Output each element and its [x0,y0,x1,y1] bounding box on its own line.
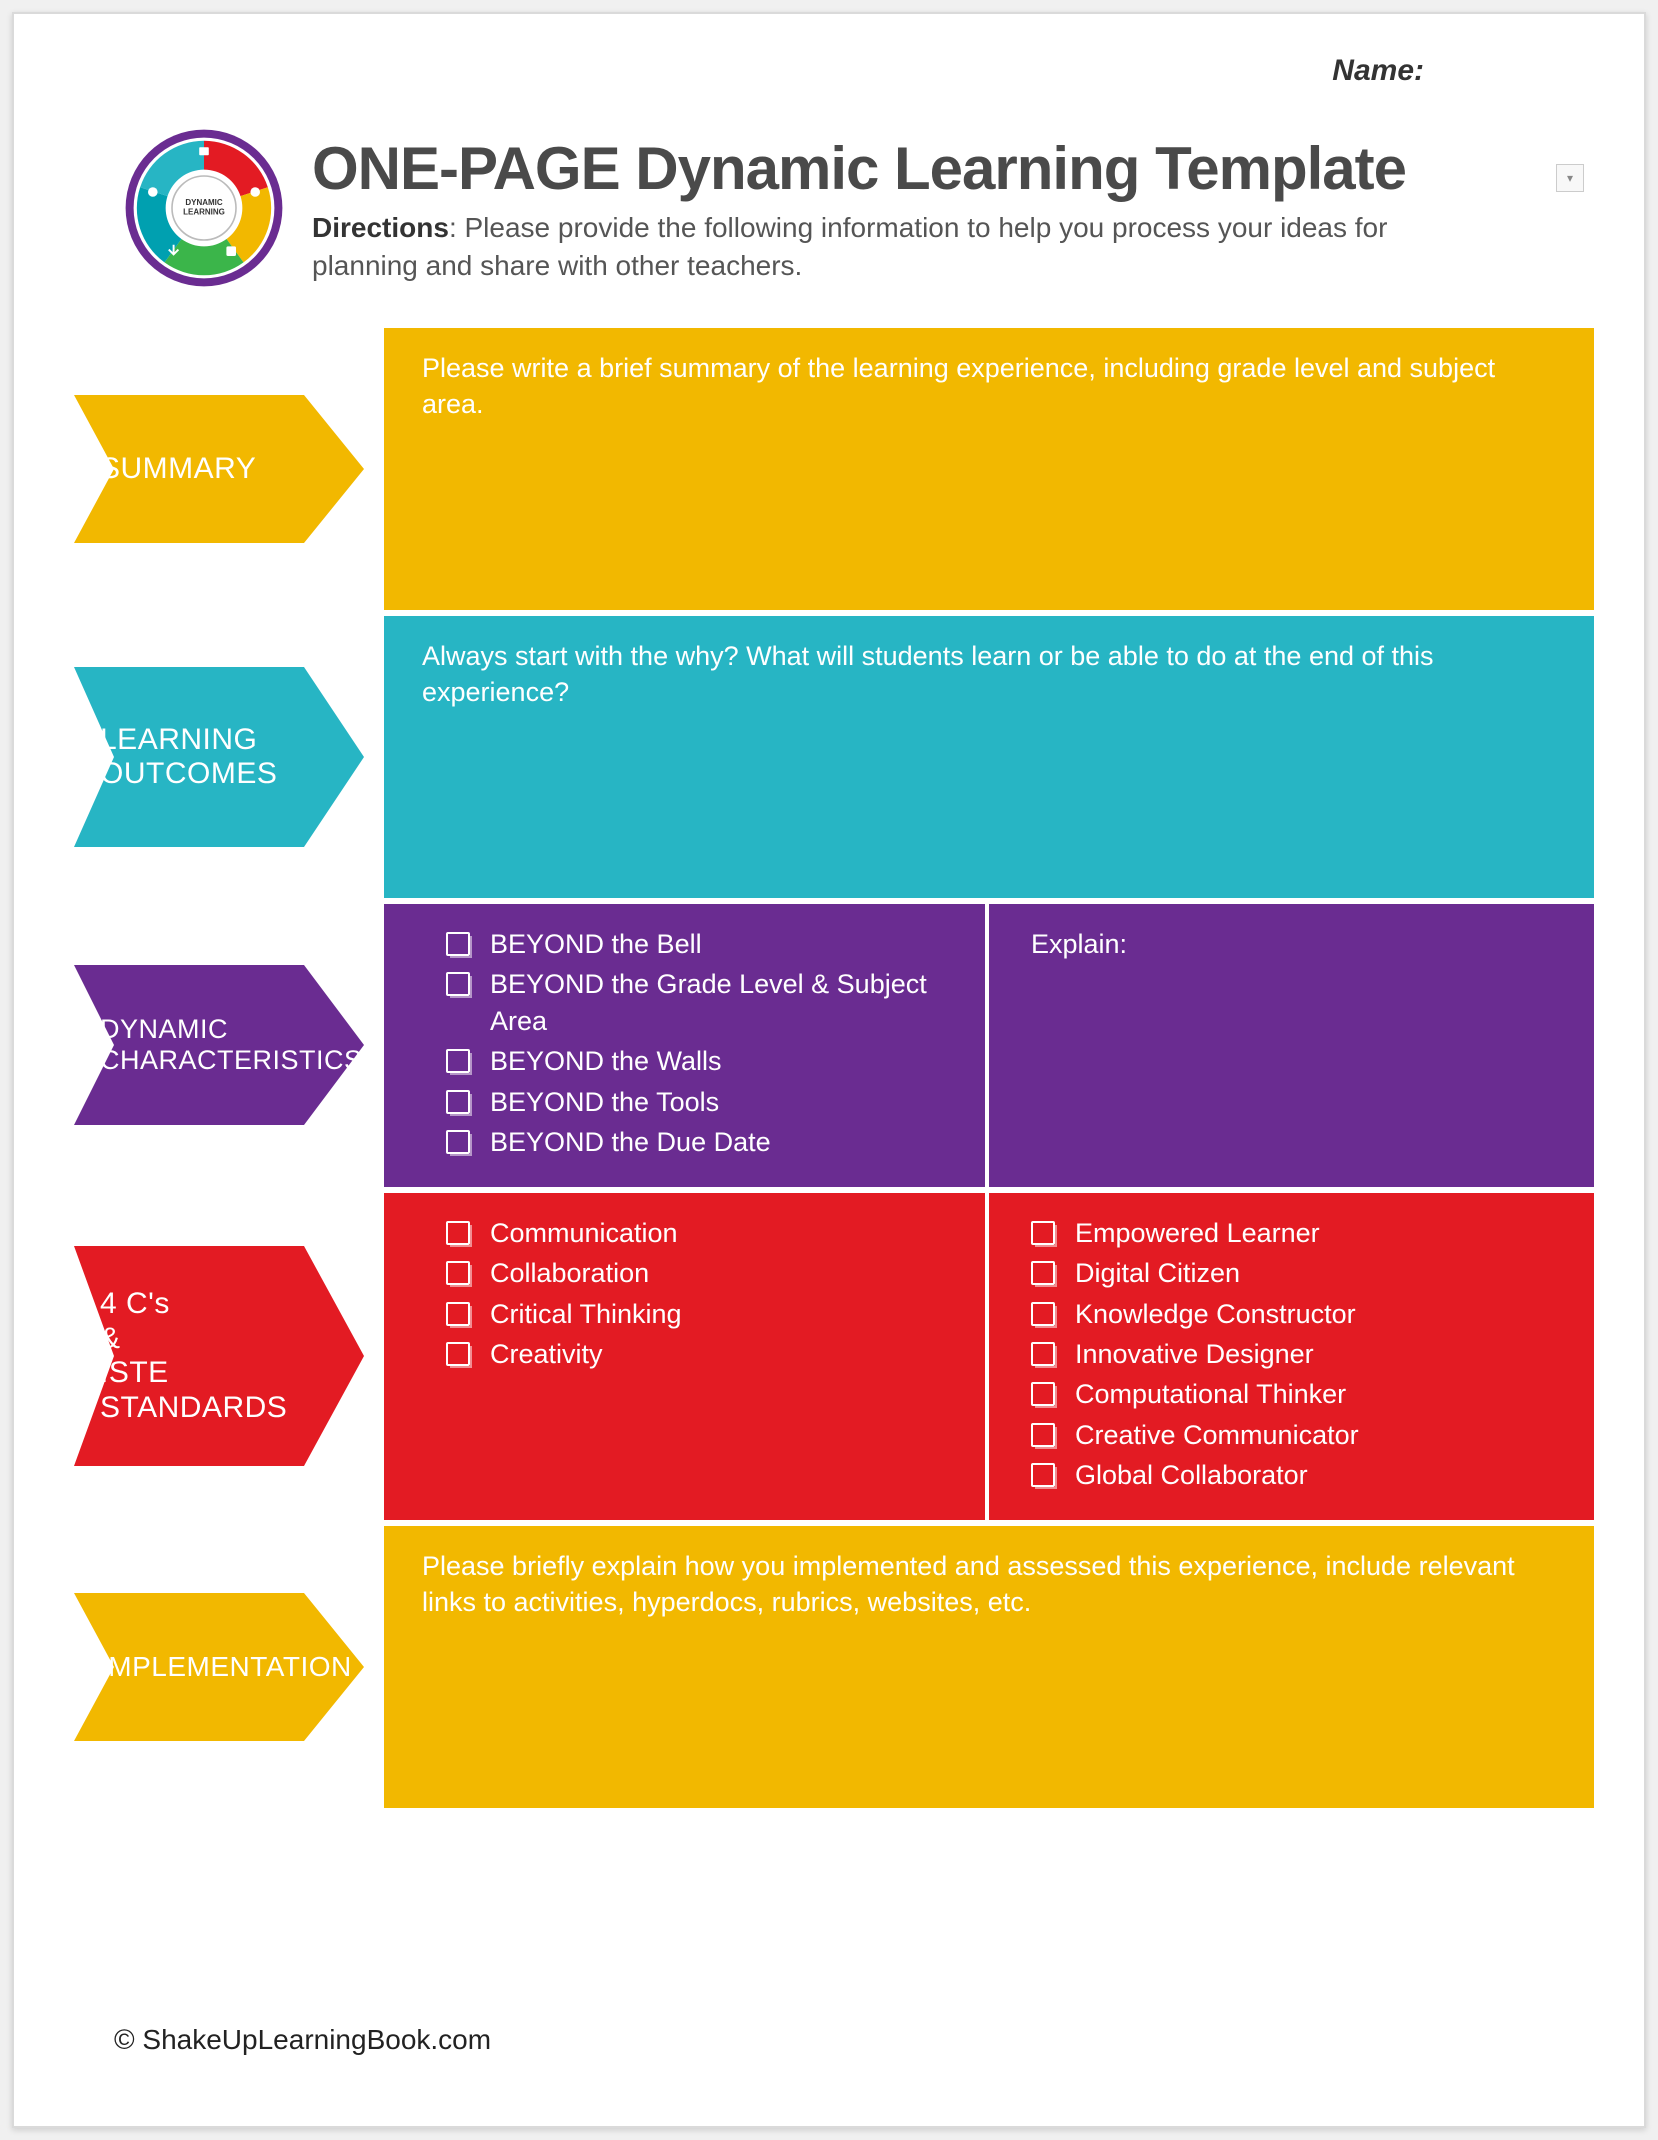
checklist-item[interactable]: Computational Thinker [1031,1376,1564,1412]
page-title: ONE-PAGE Dynamic Learning Template [312,134,1594,203]
checklist-item[interactable]: Digital Citizen [1031,1255,1564,1291]
section-arrow-summary: SUMMARY [74,395,364,543]
name-field-label: Name: [64,54,1594,88]
footer-copyright: © ShakeUpLearningBook.com [114,2024,491,2056]
page: ▾ Name: DYNAMIC LEARNING [12,12,1646,2128]
checklist: Communication Collaboration Critical Think… [446,1215,955,1373]
section-label: LEARNING OUTCOMES [100,723,277,792]
checklist-item[interactable]: BEYOND the Grade Level & Subject Area [446,966,955,1039]
directions-label: Directions [312,212,449,243]
section-arrow-fourcs: 4 C's & ISTE STANDARDS [74,1246,364,1466]
svg-text:DYNAMIC: DYNAMIC [185,198,223,207]
section-label: SUMMARY [100,452,256,487]
section-content-outcomes: Always start with the why? What will stu… [384,616,1594,898]
section-arrow-implementation: IMPLEMENTATION [74,1593,364,1741]
section-dynamic: DYNAMIC CHARACTERISTICSBEYOND the BellBE… [74,904,1594,1187]
directions: Directions: Please provide the following… [312,209,1492,285]
checklist-item[interactable]: Creative Communicator [1031,1417,1564,1453]
dropdown-caret-icon[interactable]: ▾ [1556,164,1584,192]
header-text: ONE-PAGE Dynamic Learning Template Direc… [312,128,1594,285]
section-outcomes: LEARNING OUTCOMES Always start with the w… [74,616,1594,898]
section-body[interactable]: Please write a brief summary of the lear… [384,328,1594,610]
section-arrow-dynamic: DYNAMIC CHARACTERISTICS [74,965,364,1125]
checklist-item[interactable]: Creativity [446,1336,955,1372]
section-content-fourcs: Communication Collaboration Critical Think… [384,1193,1594,1520]
section-fourcs: 4 C's & ISTE STANDARDS Communication Colla… [74,1193,1594,1520]
section-summary: SUMMARY Please write a brief summary of t… [74,328,1594,610]
arrow-column: 4 C's & ISTE STANDARDS [74,1193,384,1520]
checklist-item[interactable]: Empowered Learner [1031,1215,1564,1251]
section-label: 4 C's & ISTE STANDARDS [100,1287,287,1425]
section-content-dynamic: BEYOND the Bell BEYOND the Grade Level & … [384,904,1594,1187]
section-left-column: Communication Collaboration Critical Think… [384,1193,989,1520]
checklist: BEYOND the Bell BEYOND the Grade Level & … [446,926,955,1161]
checklist-item[interactable]: BEYOND the Walls [446,1043,955,1079]
checklist-item[interactable]: Collaboration [446,1255,955,1291]
arrow-column: SUMMARY [74,328,384,610]
checklist-item[interactable]: Innovative Designer [1031,1336,1564,1372]
section-body[interactable]: Always start with the why? What will stu… [384,616,1594,898]
section-label: IMPLEMENTATION [100,1651,352,1683]
arrow-column: LEARNING OUTCOMES [74,616,384,898]
section-body[interactable]: Please briefly explain how you implement… [384,1526,1594,1808]
dynamic-learning-logo: DYNAMIC LEARNING [124,128,284,288]
checklist-item[interactable]: Communication [446,1215,955,1251]
section-label: DYNAMIC CHARACTERISTICS [100,1014,363,1076]
section-right-column: Empowered Learner Digital Citizen Knowledg… [989,1193,1594,1520]
section-implementation: IMPLEMENTATION Please briefly explain how… [74,1526,1594,1808]
section-arrow-outcomes: LEARNING OUTCOMES [74,667,364,847]
section-content-summary: Please write a brief summary of the lear… [384,328,1594,610]
checklist-item[interactable]: Global Collaborator [1031,1457,1564,1493]
section-content-implementation: Please briefly explain how you implement… [384,1526,1594,1808]
section-left-column: BEYOND the Bell BEYOND the Grade Level & … [384,904,989,1187]
checklist-item[interactable]: Critical Thinking [446,1296,955,1332]
checklist-item[interactable]: BEYOND the Bell [446,926,955,962]
checklist: Empowered Learner Digital Citizen Knowledg… [1031,1215,1564,1494]
arrow-column: DYNAMIC CHARACTERISTICS [74,904,384,1187]
checklist-item[interactable]: Knowledge Constructor [1031,1296,1564,1332]
checklist-item[interactable]: BEYOND the Due Date [446,1124,955,1160]
section-right-column: Explain: [989,904,1594,1187]
arrow-column: IMPLEMENTATION [74,1526,384,1808]
directions-text: : Please provide the following informati… [312,212,1387,281]
svg-text:LEARNING: LEARNING [183,207,225,216]
explain-label[interactable]: Explain: [1031,926,1564,962]
header: DYNAMIC LEARNING ONE-PAGE Dynamic Learni… [64,128,1594,288]
checklist-item[interactable]: BEYOND the Tools [446,1084,955,1120]
sections-container: SUMMARY Please write a brief summary of t… [64,328,1594,1808]
